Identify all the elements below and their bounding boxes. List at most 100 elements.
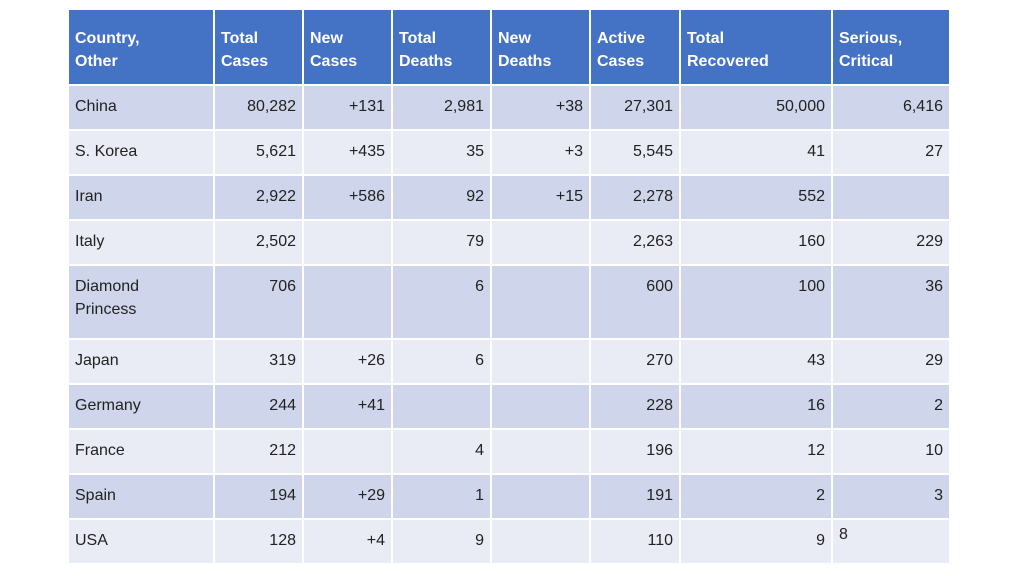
active-cases-cell: 2,263 (589, 219, 681, 266)
country-name: Princess (75, 301, 137, 318)
total-recovered-cell: 41 (679, 129, 833, 176)
covid-stats-table: Country, Other Total Cases New Cases Total Deat… (67, 8, 951, 565)
table-row: Spain 194 +29 1 191 2 3 (67, 473, 951, 520)
new-deaths-cell (490, 518, 591, 565)
new-cases-cell: +586 (302, 174, 393, 221)
total-recovered-cell: 100 (679, 264, 833, 340)
column-header: New Cases (302, 8, 393, 86)
table-row: S. Korea 5,621 +435 35 +3 5,545 41 27 (67, 129, 951, 176)
new-deaths-cell (490, 338, 591, 385)
active-cases-cell: 27,301 (589, 84, 681, 131)
table-row: USA 128 +4 9 110 9 (67, 518, 951, 565)
serious-critical-cell (831, 174, 951, 221)
new-deaths-cell (490, 383, 591, 430)
column-header-line: Other (75, 53, 118, 70)
column-header-line: Country, (75, 30, 140, 47)
table-row: Japan 319 +26 6 270 43 29 (67, 338, 951, 385)
total-cases-cell: 706 (213, 264, 304, 340)
new-cases-cell: +4 (302, 518, 393, 565)
column-header-line: Active (597, 30, 646, 47)
serious-critical-cell: 6,416 (831, 84, 951, 131)
total-deaths-cell: 9 (391, 518, 492, 565)
country-name: Spain (75, 487, 116, 504)
column-header-line: New (498, 30, 531, 47)
country-cell: USA (67, 518, 215, 565)
new-cases-cell: +29 (302, 473, 393, 520)
serious-critical-cell: 2 (831, 383, 951, 430)
table-row: Diamond Princess 706 6 600 100 36 (67, 264, 951, 340)
total-deaths-cell: 2,981 (391, 84, 492, 131)
column-header-line: Deaths (399, 53, 453, 70)
total-recovered-cell: 9 (679, 518, 833, 565)
active-cases-cell: 5,545 (589, 129, 681, 176)
column-header-line: Cases (221, 53, 269, 70)
column-header-line: Recovered (687, 53, 769, 70)
column-header: Active Cases (589, 8, 681, 86)
country-cell: France (67, 428, 215, 475)
column-header-line: Critical (839, 53, 894, 70)
country-cell: Japan (67, 338, 215, 385)
country-name: Germany (75, 397, 141, 414)
total-deaths-cell: 6 (391, 264, 492, 340)
country-name: Italy (75, 233, 105, 250)
serious-critical-cell: 3 (831, 473, 951, 520)
new-deaths-cell (490, 428, 591, 475)
new-cases-cell (302, 264, 393, 340)
new-cases-cell: +435 (302, 129, 393, 176)
total-cases-cell: 194 (213, 473, 304, 520)
new-deaths-cell: +3 (490, 129, 591, 176)
total-cases-cell: 319 (213, 338, 304, 385)
new-cases-cell (302, 428, 393, 475)
total-recovered-cell: 16 (679, 383, 833, 430)
column-header-line: New (310, 30, 343, 47)
serious-critical-cell (831, 518, 951, 565)
serious-critical-cell: 29 (831, 338, 951, 385)
column-header-line: Total (687, 30, 725, 47)
new-deaths-cell: +15 (490, 174, 591, 221)
active-cases-cell: 600 (589, 264, 681, 340)
total-deaths-cell: 92 (391, 174, 492, 221)
total-cases-cell: 212 (213, 428, 304, 475)
column-header: Country, Other (67, 8, 215, 86)
country-cell: S. Korea (67, 129, 215, 176)
column-header: New Deaths (490, 8, 591, 86)
country-name: S. Korea (75, 143, 138, 160)
country-cell: Iran (67, 174, 215, 221)
total-recovered-cell: 12 (679, 428, 833, 475)
country-cell: Spain (67, 473, 215, 520)
column-header: Total Recovered (679, 8, 833, 86)
new-cases-cell: +131 (302, 84, 393, 131)
total-cases-cell: 2,922 (213, 174, 304, 221)
column-header-line: Total (399, 30, 437, 47)
total-recovered-cell: 50,000 (679, 84, 833, 131)
country-cell: China (67, 84, 215, 131)
total-deaths-cell: 35 (391, 129, 492, 176)
country-cell: Italy (67, 219, 215, 266)
country-name: Diamond (75, 278, 140, 295)
active-cases-cell: 191 (589, 473, 681, 520)
total-recovered-cell: 160 (679, 219, 833, 266)
total-deaths-cell: 4 (391, 428, 492, 475)
country-cell: Germany (67, 383, 215, 430)
column-header-line: Serious, (839, 30, 903, 47)
table-header: Country, Other Total Cases New Cases Total Deat… (67, 8, 951, 86)
country-name: Iran (75, 188, 103, 205)
new-cases-cell: +41 (302, 383, 393, 430)
column-header-line: Cases (597, 53, 645, 70)
active-cases-cell: 110 (589, 518, 681, 565)
total-cases-cell: 128 (213, 518, 304, 565)
country-name: Japan (75, 352, 119, 369)
column-header-line: Deaths (498, 53, 552, 70)
total-recovered-cell: 2 (679, 473, 833, 520)
new-deaths-cell (490, 264, 591, 340)
table-row: Germany 244 +41 228 16 2 (67, 383, 951, 430)
active-cases-cell: 196 (589, 428, 681, 475)
header-row: Country, Other Total Cases New Cases Total Deat… (67, 8, 951, 86)
table-row: France 212 4 196 12 10 (67, 428, 951, 475)
active-cases-cell: 228 (589, 383, 681, 430)
country-name: China (75, 98, 117, 115)
column-header-line: Total (221, 30, 259, 47)
total-cases-cell: 244 (213, 383, 304, 430)
new-deaths-cell (490, 219, 591, 266)
